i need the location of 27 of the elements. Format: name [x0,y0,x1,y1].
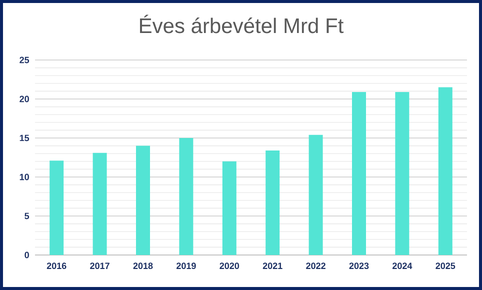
bar [395,92,410,255]
x-tick-label: 2017 [90,262,110,270]
bar [179,138,194,255]
x-tick-label: 2016 [46,262,66,270]
bar [308,134,323,255]
bar [352,92,366,255]
bar [222,161,236,255]
x-tick-label: 2020 [220,262,240,270]
y-tick-label: 25 [20,56,30,64]
y-tick-label: 5 [24,212,30,220]
x-tick-label: 2019 [176,262,196,270]
x-tick-label: 2025 [436,262,456,270]
bar [50,160,64,255]
x-tick-label: 2021 [262,262,282,270]
y-tick-label: 20 [20,96,29,102]
bar [136,146,150,255]
x-tick-label: 2023 [349,262,369,270]
x-tick-label: 2024 [392,262,412,270]
bar [438,87,452,255]
x-tick-label: 2022 [306,262,326,270]
y-tick-label: 15 [20,134,30,142]
bar [92,152,107,255]
y-tick-label: 0 [24,252,29,258]
x-tick-label: 2018 [133,262,153,270]
chart-title: Éves árbevétel Mrd Ft [140,14,344,34]
bar [266,150,280,255]
y-tick-label: 10 [20,174,29,180]
